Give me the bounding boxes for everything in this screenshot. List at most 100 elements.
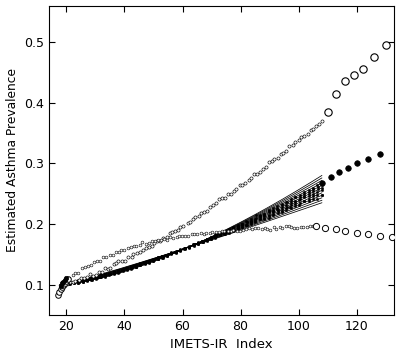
Point [198,210,204,216]
Point [265,208,272,213]
Point [75,279,82,285]
Point [182,233,188,239]
Point [287,204,294,210]
Point [248,221,254,226]
Point [146,260,152,265]
Point [168,250,175,256]
Point [150,257,156,263]
Point [80,278,86,283]
Point [62,281,68,286]
Point [221,232,227,237]
Point [308,127,314,133]
Point [217,231,223,236]
Point [319,187,326,193]
Point [351,72,357,78]
Point [263,164,270,170]
Point [230,224,237,230]
Point [270,208,276,214]
Point [164,252,170,258]
Point [90,273,96,279]
Point [172,250,179,256]
Point [179,233,185,239]
Point [155,255,161,261]
Point [222,195,228,201]
Point [172,249,178,255]
Point [315,186,321,192]
Point [201,210,208,215]
Point [306,193,312,199]
Point [57,283,64,289]
Point [333,227,340,232]
Point [164,252,170,258]
Point [62,281,68,287]
Point [206,230,213,236]
Point [296,197,303,203]
Point [125,254,131,260]
Point [304,224,310,230]
Point [216,232,223,238]
Point [121,247,128,253]
Point [315,121,322,127]
Point [110,261,117,267]
Point [110,269,117,275]
Point [288,196,294,202]
Point [66,275,72,281]
Point [60,279,67,285]
Point [102,272,108,277]
Point [301,198,307,204]
Point [170,235,176,240]
Point [267,227,273,233]
Point [164,237,170,242]
Point [221,230,227,236]
Point [230,225,236,231]
Point [122,258,129,263]
Point [284,200,290,205]
Point [63,278,70,284]
Point [58,282,64,288]
Point [291,225,298,230]
Point [87,262,94,267]
Point [120,267,126,272]
Point [217,231,223,237]
Point [181,245,188,251]
Point [266,213,272,219]
Point [252,225,258,231]
Point [128,244,134,250]
Point [102,273,108,278]
Point [275,207,281,212]
Point [257,213,263,219]
Point [150,258,156,264]
Point [222,229,228,235]
Point [288,225,295,230]
Point [254,225,261,231]
Point [216,232,223,238]
Point [142,260,148,265]
Point [252,215,259,221]
Point [71,280,77,286]
Point [164,252,170,258]
Point [157,238,164,243]
Point [204,238,210,244]
Point [172,228,178,233]
Point [70,279,76,285]
Point [155,254,162,260]
Point [190,242,197,248]
Point [226,227,232,232]
Point [142,260,148,266]
Point [167,234,173,240]
Point [119,258,126,263]
Point [236,182,243,187]
Point [235,222,241,228]
Point [219,228,225,234]
Point [160,236,166,241]
Y-axis label: Estimated Asthma Prevalence: Estimated Asthma Prevalence [6,68,18,252]
Point [292,198,298,204]
Point [168,250,174,256]
Point [176,233,182,239]
Point [120,268,126,274]
Point [319,192,325,197]
Point [298,224,304,230]
Point [113,249,119,255]
Point [148,243,155,249]
Point [186,243,192,249]
